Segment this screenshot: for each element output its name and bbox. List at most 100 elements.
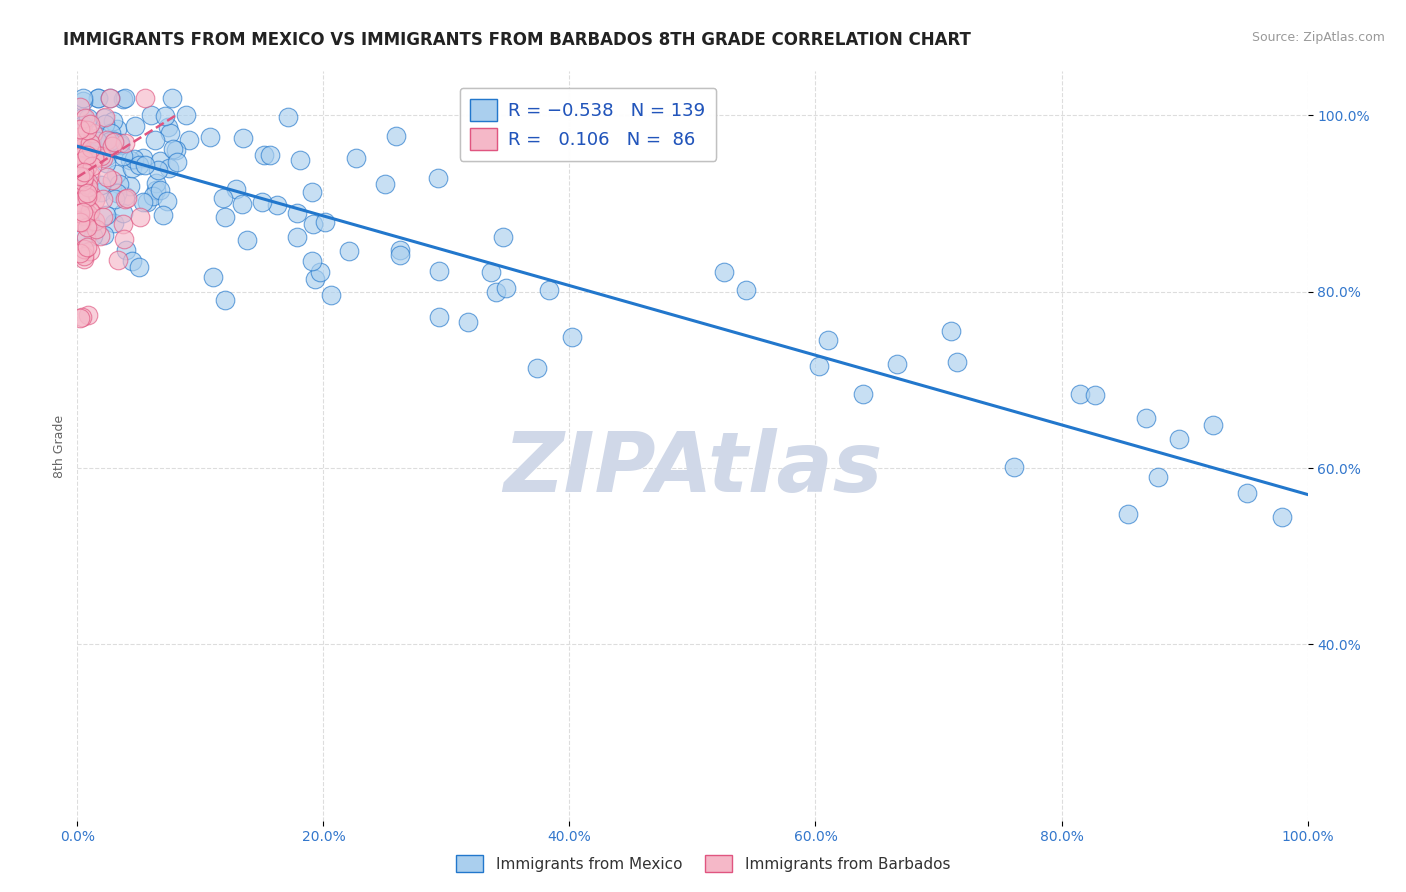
Point (76, 123, 98, 137)
Y-axis label: 8th Grade: 8th Grade (53, 415, 66, 477)
Point (87, 91, 110, 105)
Point (73, 165, 96, 179)
Point (111, 149, 134, 163)
Point (69, 205, 91, 219)
Point (492, 230, 515, 244)
Point (159, 126, 181, 140)
Point (75, 136, 97, 150)
Point (139, 107, 162, 121)
Point (537, 283, 560, 297)
Point (176, 108, 198, 122)
Point (77, 309, 100, 323)
Point (131, 151, 153, 165)
Point (1069, 387, 1091, 401)
Point (91, 210, 114, 224)
Point (70, 122, 93, 136)
Point (73, 242, 96, 256)
Point (72, 249, 94, 263)
Point (76, 161, 98, 175)
Point (114, 136, 136, 151)
Point (134, 91, 156, 105)
Point (73, 252, 96, 267)
Point (69, 181, 91, 195)
Point (149, 183, 172, 197)
Point (69, 193, 91, 207)
Point (82, 127, 104, 141)
Point (301, 254, 323, 268)
Point (817, 334, 839, 348)
Point (76, 148, 98, 162)
Point (152, 207, 174, 221)
Point (886, 357, 908, 371)
Point (115, 243, 138, 257)
Point (157, 120, 180, 134)
Point (128, 158, 150, 172)
Point (479, 265, 502, 279)
Point (288, 153, 311, 167)
Point (72, 170, 94, 185)
Point (259, 148, 281, 162)
Point (82, 151, 104, 165)
Point (485, 285, 508, 300)
Point (69, 141, 91, 155)
Point (301, 217, 323, 231)
Point (105, 186, 128, 200)
Point (526, 361, 548, 376)
Point (115, 191, 138, 205)
Point (457, 315, 479, 329)
Point (103, 135, 125, 149)
Point (145, 183, 167, 197)
Point (69, 158, 91, 172)
Point (69, 195, 91, 210)
Point (77, 179, 100, 194)
Point (77, 112, 100, 126)
Point (100, 126, 122, 140)
Point (76, 186, 98, 201)
Point (70, 136, 93, 151)
Point (76, 189, 98, 203)
Point (84, 151, 107, 165)
Point (87, 91, 110, 105)
Point (90, 149, 112, 163)
Point (142, 189, 165, 203)
Point (72, 110, 94, 124)
Point (277, 110, 299, 124)
Point (76, 240, 98, 254)
Point (89, 185, 111, 199)
Point (145, 176, 167, 190)
Point (165, 143, 187, 157)
Point (146, 162, 169, 177)
Point (160, 91, 183, 105)
Point (73, 208, 96, 222)
Point (96, 148, 118, 162)
Point (122, 153, 145, 167)
Point (75, 204, 97, 219)
Point (70, 148, 93, 162)
Point (101, 172, 124, 186)
Point (156, 194, 179, 208)
Point (73, 153, 96, 168)
Point (73, 111, 96, 125)
Point (70, 153, 93, 168)
Point (86, 134, 108, 148)
Point (79, 203, 101, 218)
Point (75, 231, 97, 245)
Point (214, 210, 236, 224)
Point (79, 117, 101, 131)
Point (103, 134, 125, 148)
Point (91, 151, 114, 165)
Point (266, 198, 288, 212)
Point (128, 211, 150, 225)
Point (77, 207, 100, 221)
Point (124, 119, 146, 133)
Point (136, 195, 159, 210)
Point (236, 234, 259, 248)
Point (337, 244, 360, 258)
Point (112, 205, 135, 219)
Point (231, 197, 253, 211)
Point (1147, 469, 1170, 483)
Point (114, 188, 136, 202)
Point (96, 169, 118, 184)
Point (1167, 432, 1189, 446)
Point (100, 91, 122, 105)
